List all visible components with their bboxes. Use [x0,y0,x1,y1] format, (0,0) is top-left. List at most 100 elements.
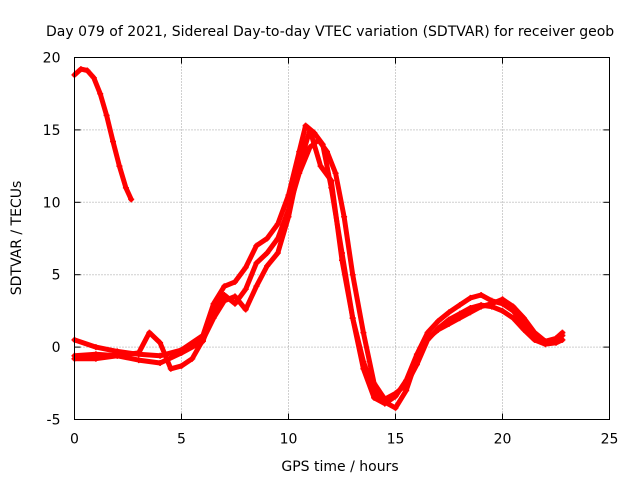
data-point [371,387,378,394]
x-tick-label: 5 [177,432,186,448]
plot-frame [74,57,610,420]
data-point [116,163,123,170]
data-point [467,294,474,301]
data-point [317,163,324,170]
data-point [559,329,566,336]
data-point [315,137,322,143]
data-point [553,335,559,342]
data-point [424,335,431,342]
y-axis-label: SDTVAR / TECUs [9,181,25,296]
data-point [499,307,506,314]
data-point [559,336,566,343]
data-point [510,303,517,310]
x-tick-label: 0 [70,432,79,448]
series-early-decline [71,66,135,203]
data-point [167,365,174,372]
data-point [157,352,164,359]
x-tick-label: 25 [601,432,619,448]
series-track-b [71,137,566,403]
data-point [221,283,228,290]
data-point [97,90,104,97]
y-tick-label: 10 [43,195,61,211]
y-tick-label: 20 [43,51,61,67]
data-point [242,286,249,293]
data-point [332,170,339,177]
data-point [531,336,538,343]
data-point [232,300,238,307]
data-point [274,221,281,227]
data-point [253,260,260,267]
series-line [72,66,134,202]
data-point [328,177,335,184]
x-tick-label: 10 [280,432,298,448]
data-point [306,144,313,151]
data-point [92,344,99,351]
data-point [324,148,330,155]
data-point [424,329,431,336]
data-point [360,358,367,365]
data-point [77,66,84,73]
data-point [478,292,485,298]
data-point [302,122,309,129]
data-point [456,315,463,322]
data-point [435,318,442,324]
data-point [392,390,399,397]
data-point [114,352,121,359]
data-point [520,326,527,333]
data-point [92,351,99,358]
data-point [178,362,185,369]
data-point [306,126,313,133]
data-point [392,404,399,411]
data-point [110,138,116,145]
x-tick-label: 15 [387,432,405,448]
data-point [542,338,549,345]
data-point [371,394,378,401]
data-point [478,303,485,310]
x-tick-label: 20 [494,432,512,448]
data-point [285,213,292,220]
data-point [349,315,356,322]
data-point [531,329,538,336]
data-point [84,67,91,74]
data-point [520,315,527,322]
data-point [90,74,97,81]
data-point [403,387,410,394]
data-point [232,293,238,300]
data-point [242,306,249,313]
data-point [221,292,228,298]
data-point [232,278,238,285]
data-point [221,297,228,304]
series-track-c [71,126,566,411]
y-tick-label: 5 [52,268,61,284]
data-point [467,309,474,316]
data-point [199,336,206,343]
data-point [103,112,110,119]
data-point [242,264,249,271]
chart-title: Day 079 of 2021, Sidereal Day-to-day VTE… [46,24,614,40]
data-point [360,329,367,336]
data-point [122,184,129,191]
data-point [446,309,452,316]
data-point [510,315,517,322]
series-line [72,137,565,402]
y-tick-label: -5 [47,413,61,429]
axis-ticks: 0 5 10 15 20 25 -5 0 5 10 15 20 [43,51,619,448]
data-point [274,250,281,256]
data-point [499,296,506,303]
data-point [135,349,142,356]
data-point [178,349,185,356]
data-point [264,263,271,269]
data-point [146,329,153,336]
x-axis-label: GPS time / hours [281,459,398,475]
data-point [189,355,196,362]
data-point [339,257,345,264]
series-line [72,127,565,411]
data-point [128,196,135,203]
y-tick-label: 15 [43,123,61,139]
data-point [296,163,303,170]
y-tick-label: 0 [52,340,61,356]
data-point [488,300,495,307]
data-point [349,271,356,278]
data-point [210,315,217,322]
